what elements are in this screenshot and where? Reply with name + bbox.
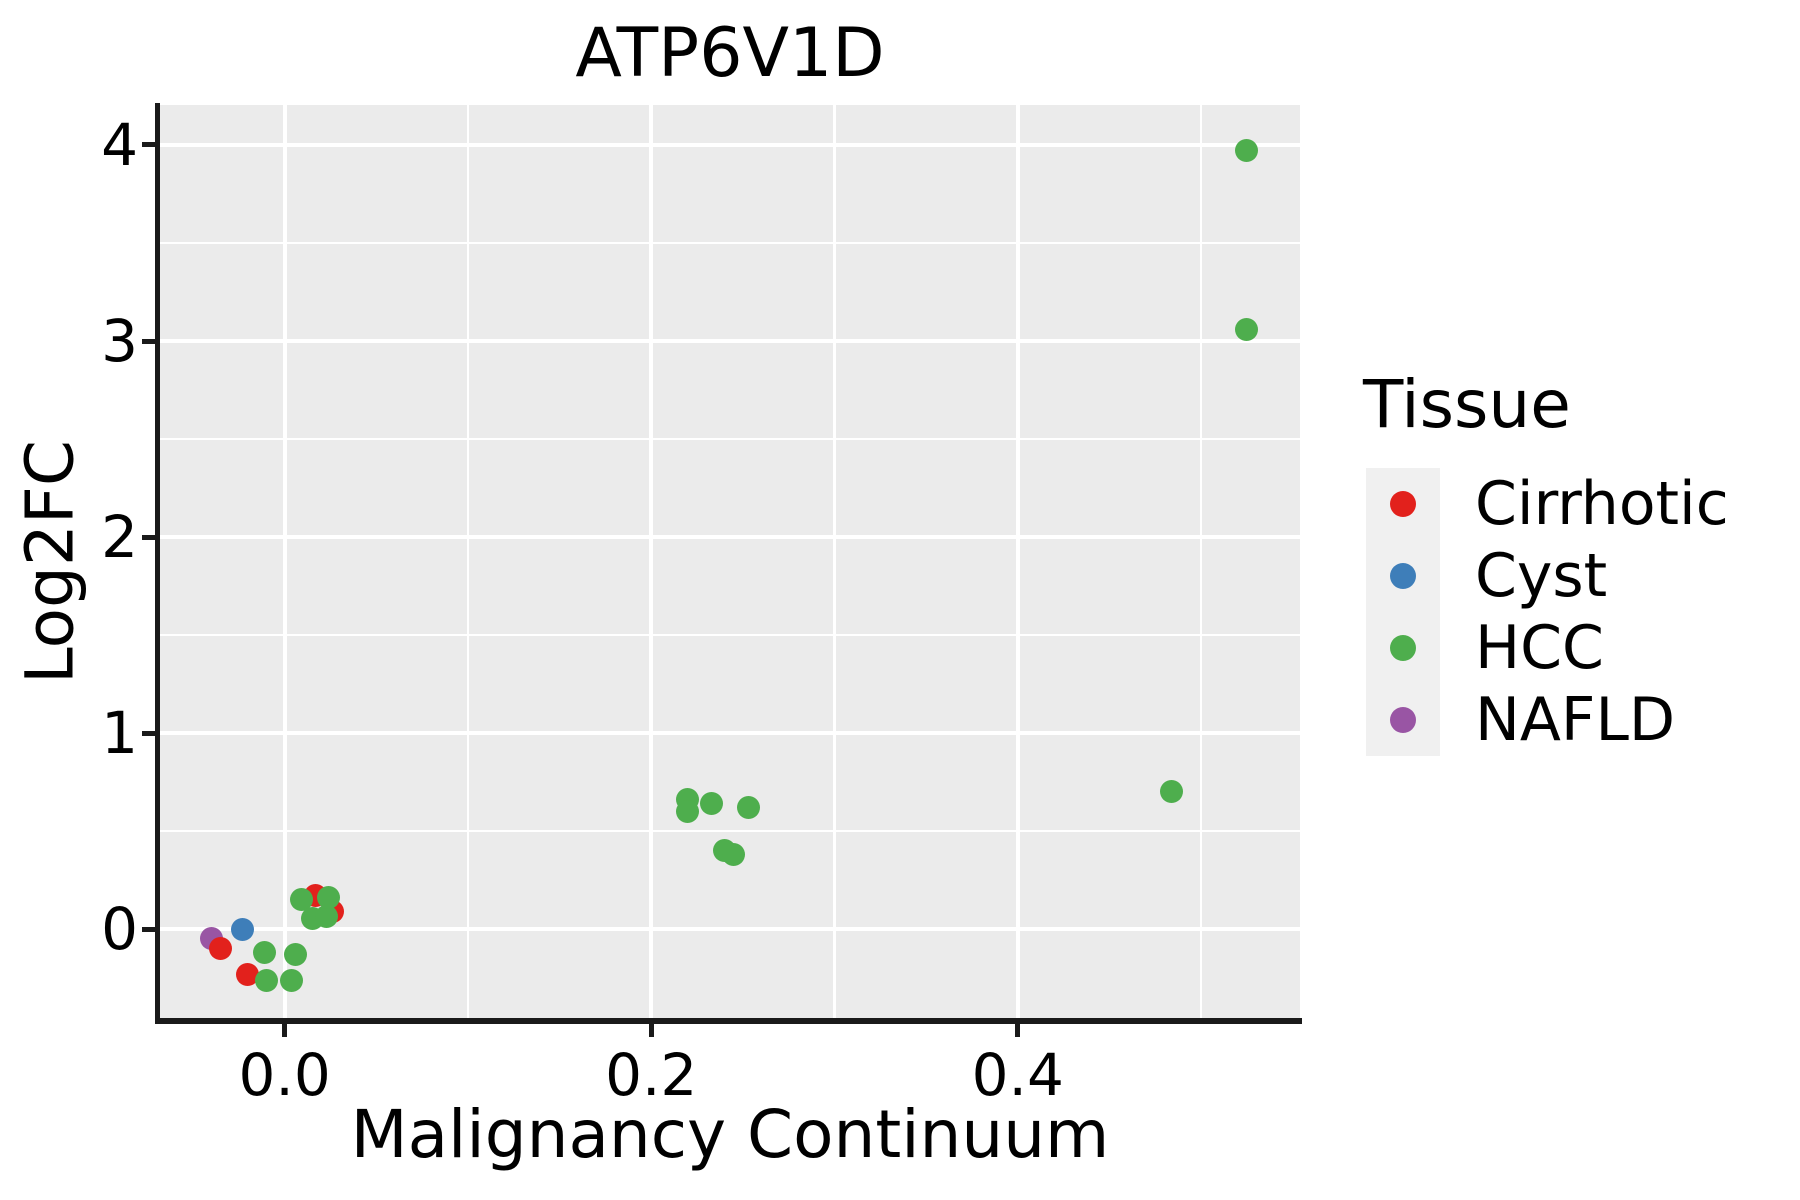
x-tick-mark <box>648 1022 654 1037</box>
data-point-hcc <box>722 843 746 867</box>
legend-key-hcc <box>1390 635 1416 661</box>
data-point-hcc <box>315 905 339 929</box>
legend-key-nafld <box>1390 707 1416 733</box>
data-point-hcc <box>1235 317 1259 341</box>
x-major-gridline <box>282 105 287 1020</box>
legend-label-nafld: NAFLD <box>1475 685 1676 755</box>
y-tick-label: 4 <box>101 110 138 179</box>
y-axis-line <box>155 103 160 1021</box>
x-axis-label: Malignancy Continuum <box>350 1096 1110 1173</box>
x-minor-gridline <box>1199 105 1203 1020</box>
x-tick-mark <box>1015 1022 1021 1037</box>
data-point-hcc <box>736 796 760 820</box>
legend-title: Tissue <box>1363 366 1571 443</box>
y-minor-gridline <box>160 829 1300 833</box>
x-tick-label: 0.2 <box>605 1041 698 1109</box>
data-point-hcc <box>676 799 700 823</box>
legend-key-cirrhotic <box>1390 491 1416 517</box>
data-point-hcc <box>254 968 278 992</box>
data-point-cirrhotic <box>236 962 260 986</box>
y-tick-label: 1 <box>101 699 138 768</box>
chart-title: ATP6V1D <box>575 14 885 93</box>
x-tick-mark <box>282 1022 288 1037</box>
y-tick-mark <box>142 338 157 344</box>
data-point-hcc <box>252 941 276 965</box>
x-minor-gridline <box>833 105 836 1020</box>
y-tick-mark <box>142 534 157 540</box>
plot-panel <box>160 105 1300 1020</box>
data-point-hcc <box>317 886 341 910</box>
legend-label-cyst: Cyst <box>1475 541 1608 611</box>
x-major-gridline <box>649 105 654 1020</box>
y-major-gridline <box>160 927 1300 932</box>
x-axis-line <box>155 1018 1302 1024</box>
y-tick-label: 2 <box>101 503 138 572</box>
data-point-hcc <box>280 968 304 992</box>
data-point-cyst <box>230 917 254 941</box>
y-tick-mark <box>142 142 157 148</box>
y-tick-mark <box>142 926 157 932</box>
data-point-hcc <box>700 792 724 816</box>
x-minor-gridline <box>466 105 470 1020</box>
y-major-gridline <box>160 535 1300 540</box>
legend-label-hcc: HCC <box>1475 613 1604 683</box>
x-tick-label: 0.4 <box>971 1041 1064 1109</box>
y-tick-label: 0 <box>101 895 138 964</box>
y-minor-gridline <box>160 633 1300 637</box>
y-tick-label: 3 <box>101 307 138 375</box>
y-major-gridline <box>160 142 1300 147</box>
data-point-hcc <box>289 888 313 912</box>
x-tick-label: 0.0 <box>238 1041 331 1109</box>
y-major-gridline <box>160 339 1300 343</box>
data-point-hcc <box>284 943 308 967</box>
legend-label-cirrhotic: Cirrhotic <box>1475 469 1729 539</box>
legend-key-cyst <box>1390 563 1416 589</box>
y-major-gridline <box>160 731 1300 736</box>
y-minor-gridline <box>160 241 1300 245</box>
y-minor-gridline <box>160 437 1300 441</box>
y-tick-mark <box>142 730 157 736</box>
data-point-hcc <box>1160 780 1184 804</box>
data-point-cirrhotic <box>208 937 232 961</box>
data-point-hcc <box>1235 139 1259 163</box>
x-major-gridline <box>1015 105 1020 1020</box>
